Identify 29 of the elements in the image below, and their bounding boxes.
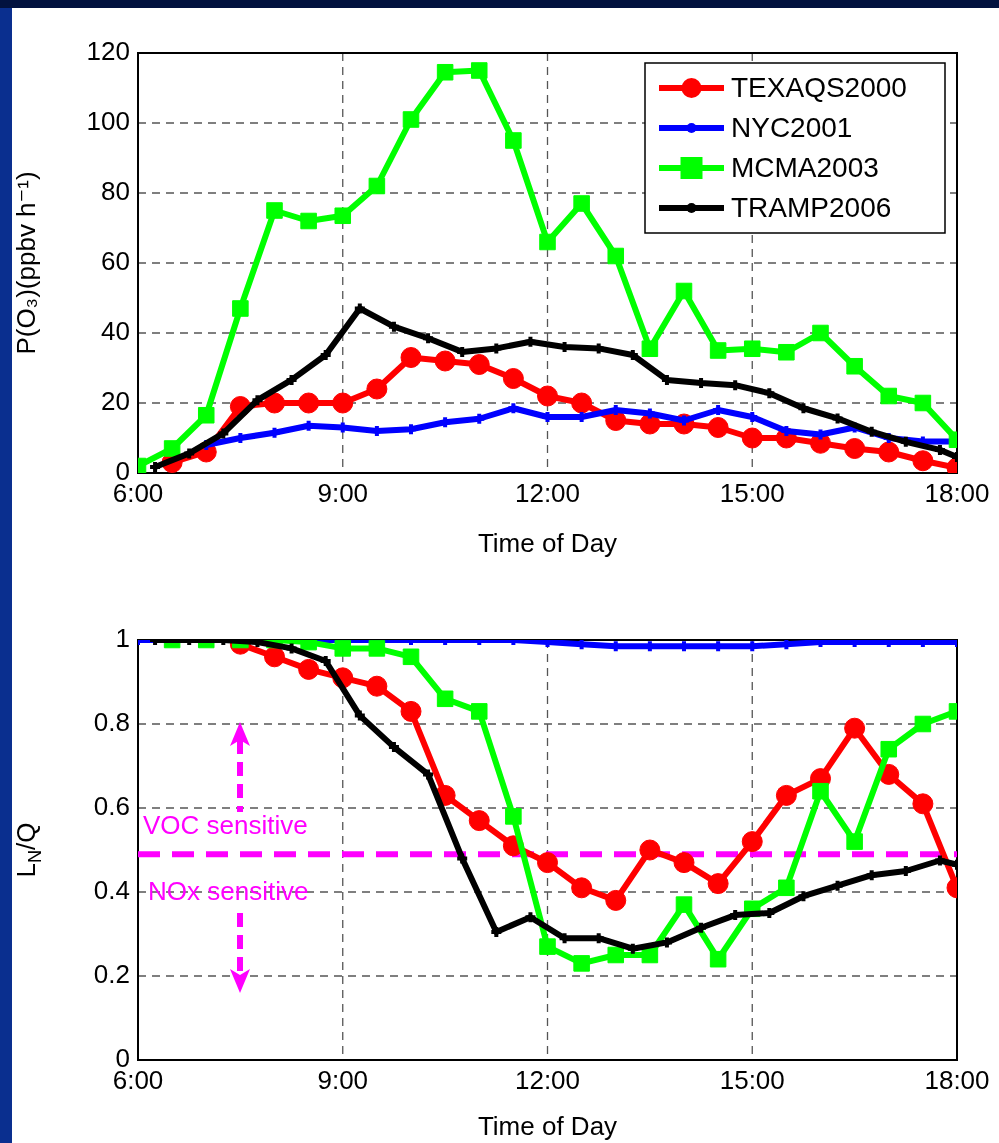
y-tick-label: 0.6 (93, 791, 130, 822)
y-tick-label: 1 (115, 623, 130, 654)
legend-label: TEXAQS2000 (731, 71, 907, 103)
x-axis-title: Time of Day (477, 1110, 618, 1141)
y-axis-title: LN/Q (11, 822, 45, 878)
y-tick-label: 20 (101, 386, 130, 417)
annotation: NOx sensitive (148, 876, 309, 907)
x-tick-label: 12:00 (514, 477, 581, 508)
x-axis-title: Time of Day (477, 527, 618, 558)
x-tick-label: 15:00 (719, 1064, 785, 1095)
x-tick-label: 18:00 (924, 477, 990, 508)
y-tick-label: 0.4 (93, 875, 130, 906)
x-tick-label: 18:00 (924, 1064, 990, 1095)
y-tick-label: 120 (86, 36, 130, 67)
x-tick-label: 12:00 (514, 1064, 581, 1095)
y-tick-label: 40 (101, 316, 130, 347)
x-tick-label: 9:00 (317, 477, 369, 508)
y-tick-label: 0.2 (93, 959, 130, 990)
x-tick-label: 9:00 (317, 1064, 369, 1095)
legend-label: NYC2001 (731, 111, 853, 143)
x-tick-label: 15:00 (719, 477, 785, 508)
y-tick-label: 80 (101, 176, 130, 207)
annotation: VOC sensitive (143, 810, 308, 841)
y-tick-label: 0.8 (93, 707, 130, 738)
legend-label: MCMA2003 (731, 151, 879, 183)
y-axis-title: P(O₃)(ppbv h⁻¹) (11, 171, 42, 355)
legend-label: TRAMP2006 (731, 191, 892, 223)
y-tick-label: 60 (101, 246, 130, 277)
y-tick-label: 100 (86, 106, 130, 137)
